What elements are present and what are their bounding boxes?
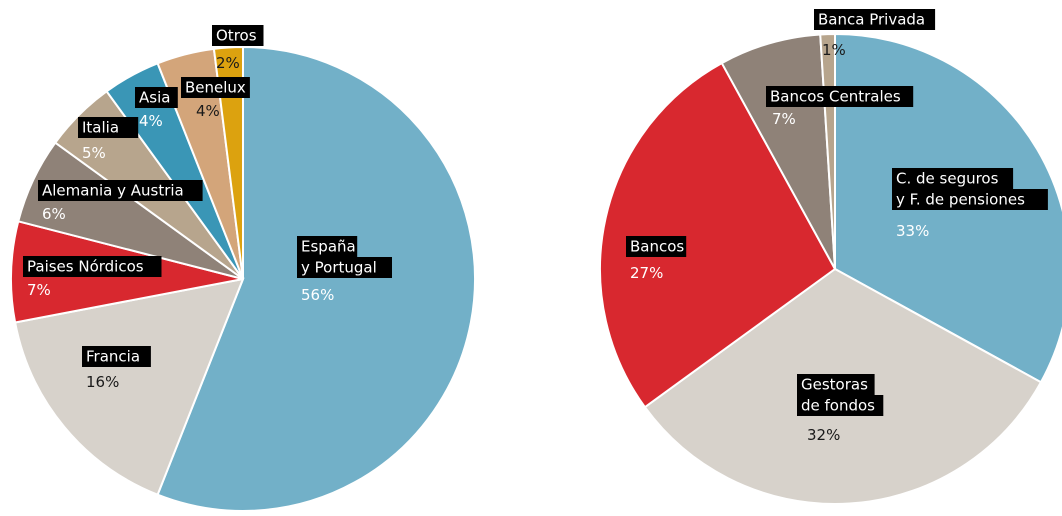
slice-name-text: Bancos bbox=[630, 238, 684, 256]
slice-label-2-4: Bancos Centrales 7% bbox=[766, 86, 914, 128]
slice-label-1-7: Benelux 4% bbox=[181, 77, 250, 120]
slice-name-text: Bancos Centrales bbox=[770, 88, 901, 106]
slice-label-2-3: Bancos 27% bbox=[626, 236, 687, 282]
label-box bbox=[38, 180, 203, 201]
label-box bbox=[82, 346, 151, 367]
label-box bbox=[297, 236, 358, 257]
label-box bbox=[23, 256, 162, 277]
slice-percent-text: 2% bbox=[216, 54, 240, 72]
slice-name-text: Banca Privada bbox=[818, 11, 925, 29]
slice-percent-text: 32% bbox=[807, 426, 840, 444]
slice-percent-text: 27% bbox=[630, 264, 663, 282]
pie-chart-1: España y Portugal 56% Francia 16% Paises Nórd… bbox=[10, 25, 476, 512]
label-box bbox=[892, 168, 1014, 189]
label-box bbox=[78, 117, 139, 138]
slice-name-text: Asia bbox=[139, 89, 170, 107]
slice-label-2-1: C. de seguros y F. de pensiones 33% bbox=[892, 168, 1048, 240]
label-box bbox=[892, 189, 1048, 210]
label-box bbox=[797, 395, 884, 416]
slice-label-1-6: Asia 4% bbox=[135, 87, 178, 130]
slice-percent-text: 4% bbox=[139, 112, 163, 130]
slice-label-2-5: Banca Privada 1% bbox=[814, 9, 936, 59]
slice-percent-text: 56% bbox=[301, 286, 334, 304]
slice-percent-text: 6% bbox=[42, 205, 66, 223]
slice-percent-text: 16% bbox=[86, 373, 119, 391]
slice-name-text: Francia bbox=[86, 348, 140, 366]
slice-percent-text: 33% bbox=[896, 222, 929, 240]
pie-slice-1-2 bbox=[13, 277, 245, 497]
label-box bbox=[797, 374, 875, 395]
slice-name-text: y F. de pensiones bbox=[896, 191, 1025, 209]
slice-label-1-2: Francia 16% bbox=[82, 346, 151, 391]
pie-slice-1-8 bbox=[212, 45, 244, 280]
slice-label-2-2: Gestoras de fondos 32% bbox=[797, 374, 884, 444]
slice-name-text: y Portugal bbox=[301, 259, 377, 277]
label-box bbox=[766, 86, 914, 107]
slice-label-1-5: Italia 5% bbox=[78, 117, 139, 162]
slice-percent-text: 4% bbox=[196, 102, 220, 120]
slice-name-text: de fondos bbox=[801, 397, 875, 415]
slice-label-1-4: Alemania y Austria 6% bbox=[38, 180, 203, 223]
label-box bbox=[212, 25, 264, 46]
slice-percent-text: 5% bbox=[82, 144, 106, 162]
slice-name-text: España bbox=[301, 238, 356, 256]
slice-label-1-8: Otros 2% bbox=[212, 25, 264, 72]
slice-label-1-1: España y Portugal 56% bbox=[297, 236, 392, 304]
pie-chart-2: C. de seguros y F. de pensiones 33% Gestora… bbox=[599, 9, 1062, 505]
label-box bbox=[814, 9, 936, 30]
slice-name-text: C. de seguros bbox=[896, 170, 999, 188]
label-box bbox=[297, 257, 392, 278]
pie-slice-1-1 bbox=[156, 45, 476, 512]
slice-percent-text: 7% bbox=[27, 281, 51, 299]
slice-name-text: Otros bbox=[216, 27, 257, 45]
slice-name-text: Benelux bbox=[185, 79, 246, 97]
slice-percent-text: 7% bbox=[772, 110, 796, 128]
label-box bbox=[181, 77, 250, 98]
slice-name-text: Gestoras bbox=[801, 376, 868, 394]
slice-name-text: Paises Nórdicos bbox=[27, 258, 144, 276]
slice-label-1-3: Paises Nórdicos 7% bbox=[23, 256, 162, 299]
slice-percent-text: 1% bbox=[822, 41, 846, 59]
slice-name-text: Italia bbox=[82, 119, 119, 137]
label-box bbox=[135, 87, 178, 108]
pie-slice-2-3 bbox=[599, 61, 837, 409]
slice-name-text: Alemania y Austria bbox=[42, 182, 184, 200]
label-box bbox=[626, 236, 687, 257]
